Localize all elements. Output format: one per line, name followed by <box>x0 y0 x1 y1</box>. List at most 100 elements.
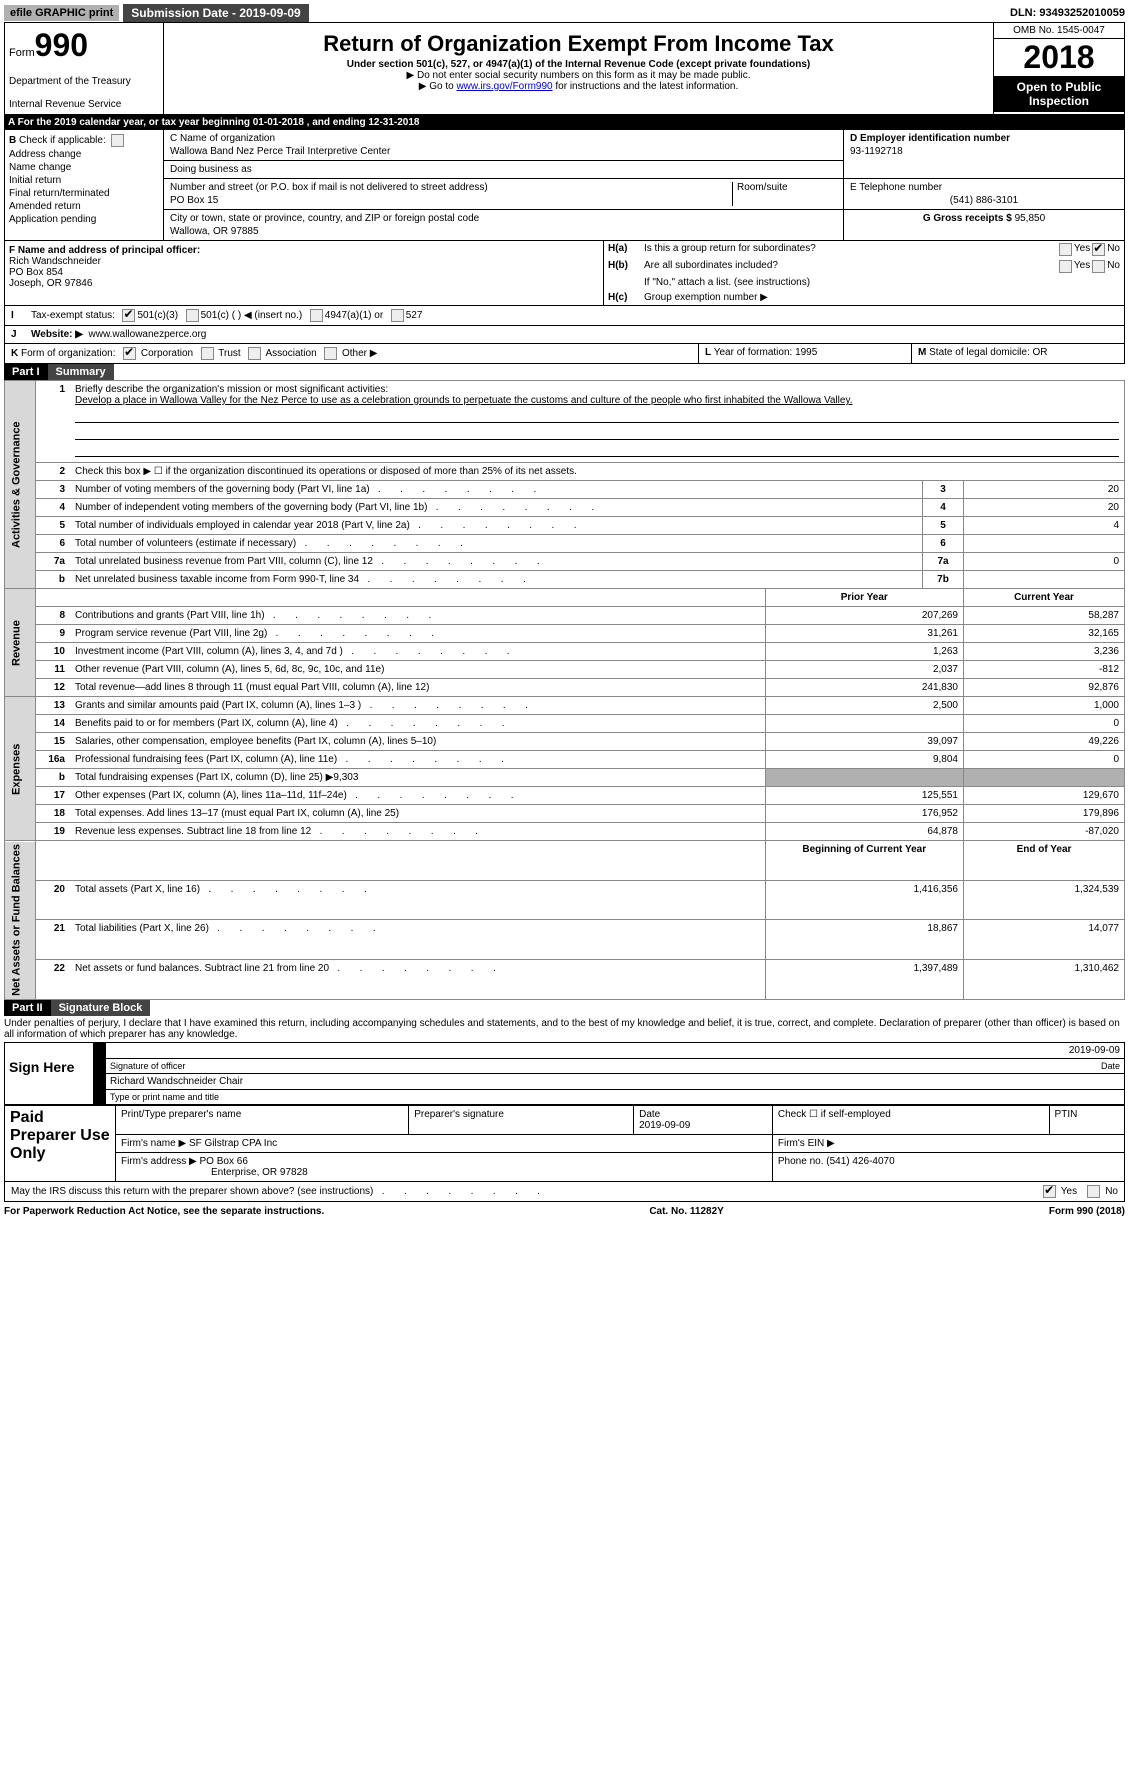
line16b-row: b Total fundraising expenses (Part IX, c… <box>5 769 1125 787</box>
ha-yes-checkbox[interactable] <box>1059 243 1072 256</box>
net-blank-desc <box>70 841 765 881</box>
line22-no: 22 <box>36 960 71 1000</box>
line14-prior <box>765 715 963 733</box>
officer-name: Rich Wandschneider <box>9 256 101 267</box>
tax-period-row: A For the 2019 calendar year, or tax yea… <box>4 115 1125 130</box>
discuss-no-checkbox[interactable] <box>1087 1185 1100 1198</box>
sign-here-section: Sign Here 2019-09-09 Signature of office… <box>4 1042 1125 1105</box>
k-label: K <box>11 348 18 359</box>
checkbox-applicable[interactable] <box>111 134 124 147</box>
street-cell: Number and street (or P.O. box if mail i… <box>164 179 843 210</box>
4947-checkbox[interactable] <box>310 309 323 322</box>
entity-section: B Check if applicable: Address change Na… <box>4 130 1125 241</box>
line11-text: Other revenue (Part VIII, column (A), li… <box>75 664 384 675</box>
line4-row: 4 Number of independent voting members o… <box>5 499 1125 517</box>
assoc-checkbox[interactable] <box>248 347 261 360</box>
phone-value: (541) 886-3101 <box>850 195 1118 206</box>
501c3-label: 501(c)(3) <box>137 310 178 321</box>
discuss-yes: Yes <box>1061 1186 1077 1197</box>
firm-phone-label: Phone no. <box>778 1156 826 1167</box>
dept-treasury: Department of the Treasury <box>9 76 159 87</box>
501c3-checkbox[interactable] <box>122 309 135 322</box>
line22-curr: 1,310,462 <box>964 960 1125 1000</box>
line9-no: 9 <box>36 625 71 643</box>
section-b: B Check if applicable: Address change Na… <box>5 130 164 240</box>
period-middle: , and ending <box>307 117 369 128</box>
note-link: ▶ Go to www.irs.gov/Form990 for instruct… <box>170 81 987 92</box>
line17-no: 17 <box>36 787 71 805</box>
line19-prior: 64,878 <box>765 823 963 841</box>
sig-officer-line: 2019-09-09 <box>106 1043 1124 1059</box>
hc-row: H(c) Group exemption number ▶ <box>604 290 1124 305</box>
section-f: F Name and address of principal officer:… <box>5 241 603 305</box>
line18-no: 18 <box>36 805 71 823</box>
line14-curr: 0 <box>964 715 1125 733</box>
self-employed-cell: Check ☐ if self-employed <box>772 1105 1049 1134</box>
line7a-desc: Total unrelated business revenue from Pa… <box>70 553 923 571</box>
corp-checkbox[interactable] <box>123 347 136 360</box>
line2-no: 2 <box>36 463 71 481</box>
line10-no: 10 <box>36 643 71 661</box>
line13-row: Expenses 13 Grants and similar amounts p… <box>5 697 1125 715</box>
line4-no: 4 <box>36 499 71 517</box>
line19-curr: -87,020 <box>964 823 1125 841</box>
section-deg: D Employer identification number 93-1192… <box>843 130 1124 240</box>
org-name: Wallowa Band Nez Perce Trail Interpretiv… <box>170 146 837 157</box>
prep-date-value: 2019-09-09 <box>639 1120 690 1131</box>
hb-text: Are all subordinates included? <box>644 260 1057 273</box>
top-bar: efile GRAPHIC print Submission Date - 20… <box>4 4 1125 22</box>
527-label: 527 <box>406 310 423 321</box>
l-label: L <box>705 347 711 358</box>
527-checkbox[interactable] <box>391 309 404 322</box>
gross-value: 95,850 <box>1015 213 1046 224</box>
line12-desc: Total revenue—add lines 8 through 11 (mu… <box>70 679 765 697</box>
line6-val <box>964 535 1125 553</box>
line5-no: 5 <box>36 517 71 535</box>
hb-yes-checkbox[interactable] <box>1059 260 1072 273</box>
discuss-yes-checkbox[interactable] <box>1043 1185 1056 1198</box>
line1-cell: Briefly describe the organization's miss… <box>70 381 1125 463</box>
prep-date-cell: Date 2019-09-09 <box>634 1105 773 1134</box>
line12-prior: 241,830 <box>765 679 963 697</box>
line5-val: 4 <box>964 517 1125 535</box>
line20-no: 20 <box>36 880 71 920</box>
part1-header: Part I <box>4 364 48 380</box>
ha-no-checkbox[interactable] <box>1092 243 1105 256</box>
rev-blank-no <box>36 589 71 607</box>
line13-curr: 1,000 <box>964 697 1125 715</box>
name-change: Name change <box>9 162 159 173</box>
line11-desc: Other revenue (Part VIII, column (A), li… <box>70 661 765 679</box>
line16b-desc: Total fundraising expenses (Part IX, col… <box>70 769 765 787</box>
section-c: C Name of organization Wallowa Band Nez … <box>164 130 843 240</box>
line16b-prior <box>765 769 963 787</box>
side-net: Net Assets or Fund Balances <box>5 841 36 1000</box>
line16a-prior: 9,804 <box>765 751 963 769</box>
line17-row: 17 Other expenses (Part IX, column (A), … <box>5 787 1125 805</box>
m-label: M <box>918 347 926 358</box>
hb-no-checkbox[interactable] <box>1092 260 1105 273</box>
hb-note-row: If "No," attach a list. (see instruction… <box>604 275 1124 290</box>
irs-link[interactable]: www.irs.gov/Form990 <box>456 81 552 92</box>
sign-here-label: Sign Here <box>5 1043 94 1104</box>
page-footer: For Paperwork Reduction Act Notice, see … <box>4 1202 1125 1221</box>
line8-no: 8 <box>36 607 71 625</box>
part2-title: Signature Block <box>51 1000 151 1016</box>
501c-checkbox[interactable] <box>186 309 199 322</box>
line10-prior: 1,263 <box>765 643 963 661</box>
period-prefix: A For the 2019 calendar year, or tax yea… <box>8 117 253 128</box>
firm-phone-cell: Phone no. (541) 426-4070 <box>772 1152 1124 1181</box>
form-number: Form990 <box>9 27 159 64</box>
line6-row: 6 Total number of volunteers (estimate i… <box>5 535 1125 553</box>
assoc-label: Association <box>266 348 317 359</box>
other-label: Other ▶ <box>342 348 377 359</box>
line7a-row: 7a Total unrelated business revenue from… <box>5 553 1125 571</box>
line3-row: 3 Number of voting members of the govern… <box>5 481 1125 499</box>
line11-curr: -812 <box>964 661 1125 679</box>
form-prefix: Form <box>9 47 35 59</box>
col-current: Current Year <box>964 589 1125 607</box>
other-checkbox[interactable] <box>324 347 337 360</box>
trust-checkbox[interactable] <box>201 347 214 360</box>
hb-yes: Yes <box>1074 260 1090 273</box>
line16a-row: 16a Professional fundraising fees (Part … <box>5 751 1125 769</box>
line1-text: Develop a place in Wallowa Valley for th… <box>75 395 852 406</box>
